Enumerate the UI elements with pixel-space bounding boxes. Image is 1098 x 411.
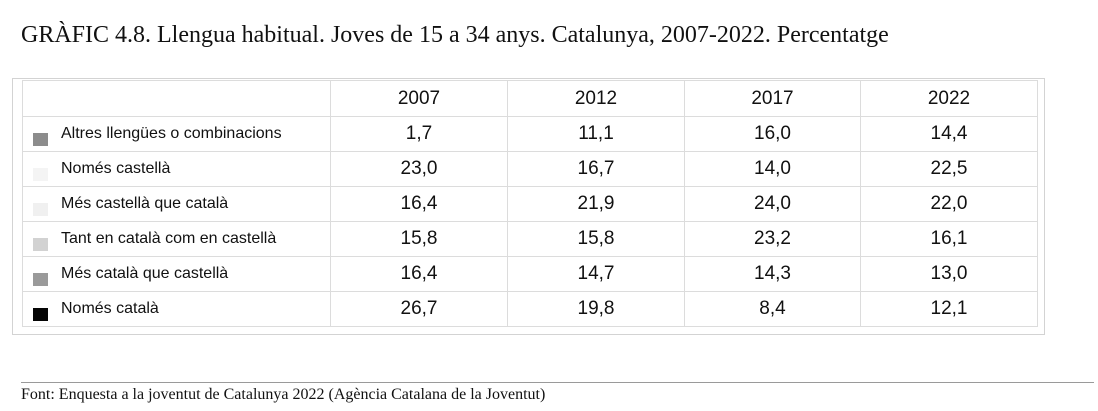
table-cell: 16,0 bbox=[684, 116, 861, 152]
legend-swatch bbox=[33, 238, 48, 251]
table-cell: 21,9 bbox=[507, 186, 685, 222]
table-row: Més català que castellà 16,4 14,7 14,3 1… bbox=[22, 256, 1038, 292]
chart-title: GRÀFIC 4.8. Llengua habitual. Joves de 1… bbox=[21, 22, 889, 48]
legend-swatch bbox=[33, 133, 48, 146]
column-header: 2012 bbox=[507, 80, 685, 117]
table-cell: 26,7 bbox=[330, 291, 508, 327]
table-cell: 15,8 bbox=[507, 221, 685, 257]
legend-swatch bbox=[33, 273, 48, 286]
source-note: Font: Enquesta a la joventut de Cataluny… bbox=[21, 386, 546, 403]
legend-swatch bbox=[33, 203, 48, 216]
column-header: 2007 bbox=[330, 80, 508, 117]
table-row: Només català 26,7 19,8 8,4 12,1 bbox=[22, 291, 1038, 327]
table-cell: 16,7 bbox=[507, 151, 685, 187]
row-label: Només català bbox=[61, 300, 159, 317]
table-cell: 14,3 bbox=[684, 256, 861, 292]
row-label: Només castellà bbox=[61, 160, 171, 177]
column-header: 2017 bbox=[684, 80, 861, 117]
header-corner bbox=[22, 80, 331, 117]
row-label: Més català que castellà bbox=[61, 265, 229, 282]
table-row: Només castellà 23,0 16,7 14,0 22,5 bbox=[22, 151, 1038, 187]
table-cell: 22,0 bbox=[860, 186, 1038, 222]
row-label: Altres llengües o combinacions bbox=[61, 125, 282, 142]
table-cell: 14,0 bbox=[684, 151, 861, 187]
table-cell: 15,8 bbox=[330, 221, 508, 257]
table-cell: 23,0 bbox=[330, 151, 508, 187]
table-cell: 13,0 bbox=[860, 256, 1038, 292]
row-label: Tant en català com en castellà bbox=[61, 230, 277, 247]
table-cell: 16,1 bbox=[860, 221, 1038, 257]
footer-divider bbox=[21, 382, 1094, 383]
row-label: Més castellà que català bbox=[61, 195, 229, 212]
table-cell: 14,4 bbox=[860, 116, 1038, 152]
legend-swatch bbox=[33, 168, 48, 181]
table-row: Més castellà que català 16,4 21,9 24,0 2… bbox=[22, 186, 1038, 222]
row-label-cell: Més castellà que català bbox=[22, 186, 331, 222]
table-cell: 1,7 bbox=[330, 116, 508, 152]
column-header: 2022 bbox=[860, 80, 1038, 117]
table-cell: 14,7 bbox=[507, 256, 685, 292]
table-row: Tant en català com en castellà 15,8 15,8… bbox=[22, 221, 1038, 257]
table-cell: 11,1 bbox=[507, 116, 685, 152]
table-cell: 22,5 bbox=[860, 151, 1038, 187]
table-cell: 12,1 bbox=[860, 291, 1038, 327]
table-cell: 23,2 bbox=[684, 221, 861, 257]
row-label-cell: Tant en català com en castellà bbox=[22, 221, 331, 257]
row-label-cell: Només català bbox=[22, 291, 331, 327]
table-cell: 16,4 bbox=[330, 256, 508, 292]
table-cell: 19,8 bbox=[507, 291, 685, 327]
table-cell: 16,4 bbox=[330, 186, 508, 222]
row-label-cell: Només castellà bbox=[22, 151, 331, 187]
table-cell: 8,4 bbox=[684, 291, 861, 327]
legend-swatch bbox=[33, 308, 48, 321]
table-row: Altres llengües o combinacions 1,7 11,1 … bbox=[22, 116, 1038, 152]
header-row: 2007 2012 2017 2022 bbox=[22, 80, 1038, 117]
table-cell: 24,0 bbox=[684, 186, 861, 222]
row-label-cell: Altres llengües o combinacions bbox=[22, 116, 331, 152]
row-label-cell: Més català que castellà bbox=[22, 256, 331, 292]
data-table: 2007 2012 2017 2022 Altres llengües o co… bbox=[22, 80, 1038, 327]
